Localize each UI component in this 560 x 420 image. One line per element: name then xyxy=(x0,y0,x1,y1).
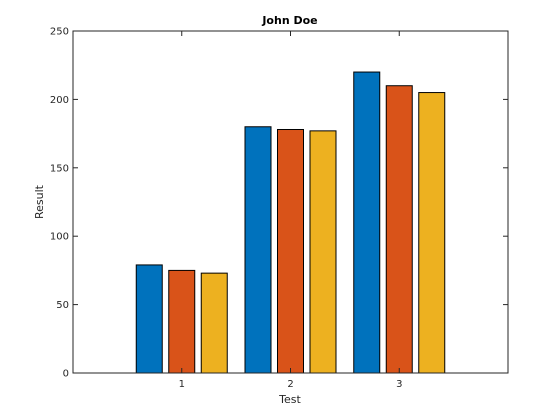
y-tick-label-150: 150 xyxy=(50,163,69,174)
y-axis-label: Result xyxy=(33,184,46,219)
chart-title: John Doe xyxy=(261,14,317,27)
bar-series1-cat1 xyxy=(135,264,163,374)
y-tick-label-50: 50 xyxy=(56,300,69,311)
bar-series2-cat1 xyxy=(168,269,196,374)
bar-series1-cat2 xyxy=(244,126,272,374)
x-tick-label-3: 3 xyxy=(396,379,402,390)
bar-series3-cat1 xyxy=(200,272,228,374)
x-tick-label-1: 1 xyxy=(179,379,185,390)
x-axis-label: Test xyxy=(278,393,301,406)
y-tick-label-200: 200 xyxy=(50,95,69,106)
y-tick-label-0: 0 xyxy=(63,369,69,380)
x-tick-label-2: 2 xyxy=(287,379,293,390)
bar-series2-cat2 xyxy=(277,128,304,374)
bar-series3-cat2 xyxy=(309,130,337,374)
bar-series1-cat3 xyxy=(353,71,381,374)
y-tick-label-250: 250 xyxy=(50,27,69,38)
y-tick-label-100: 100 xyxy=(50,232,69,243)
bar-series2-cat3 xyxy=(385,85,413,374)
bar-series3-cat3 xyxy=(418,92,446,374)
plot-area: 0 50 100 150 200 250 1 2 3 xyxy=(50,27,509,390)
